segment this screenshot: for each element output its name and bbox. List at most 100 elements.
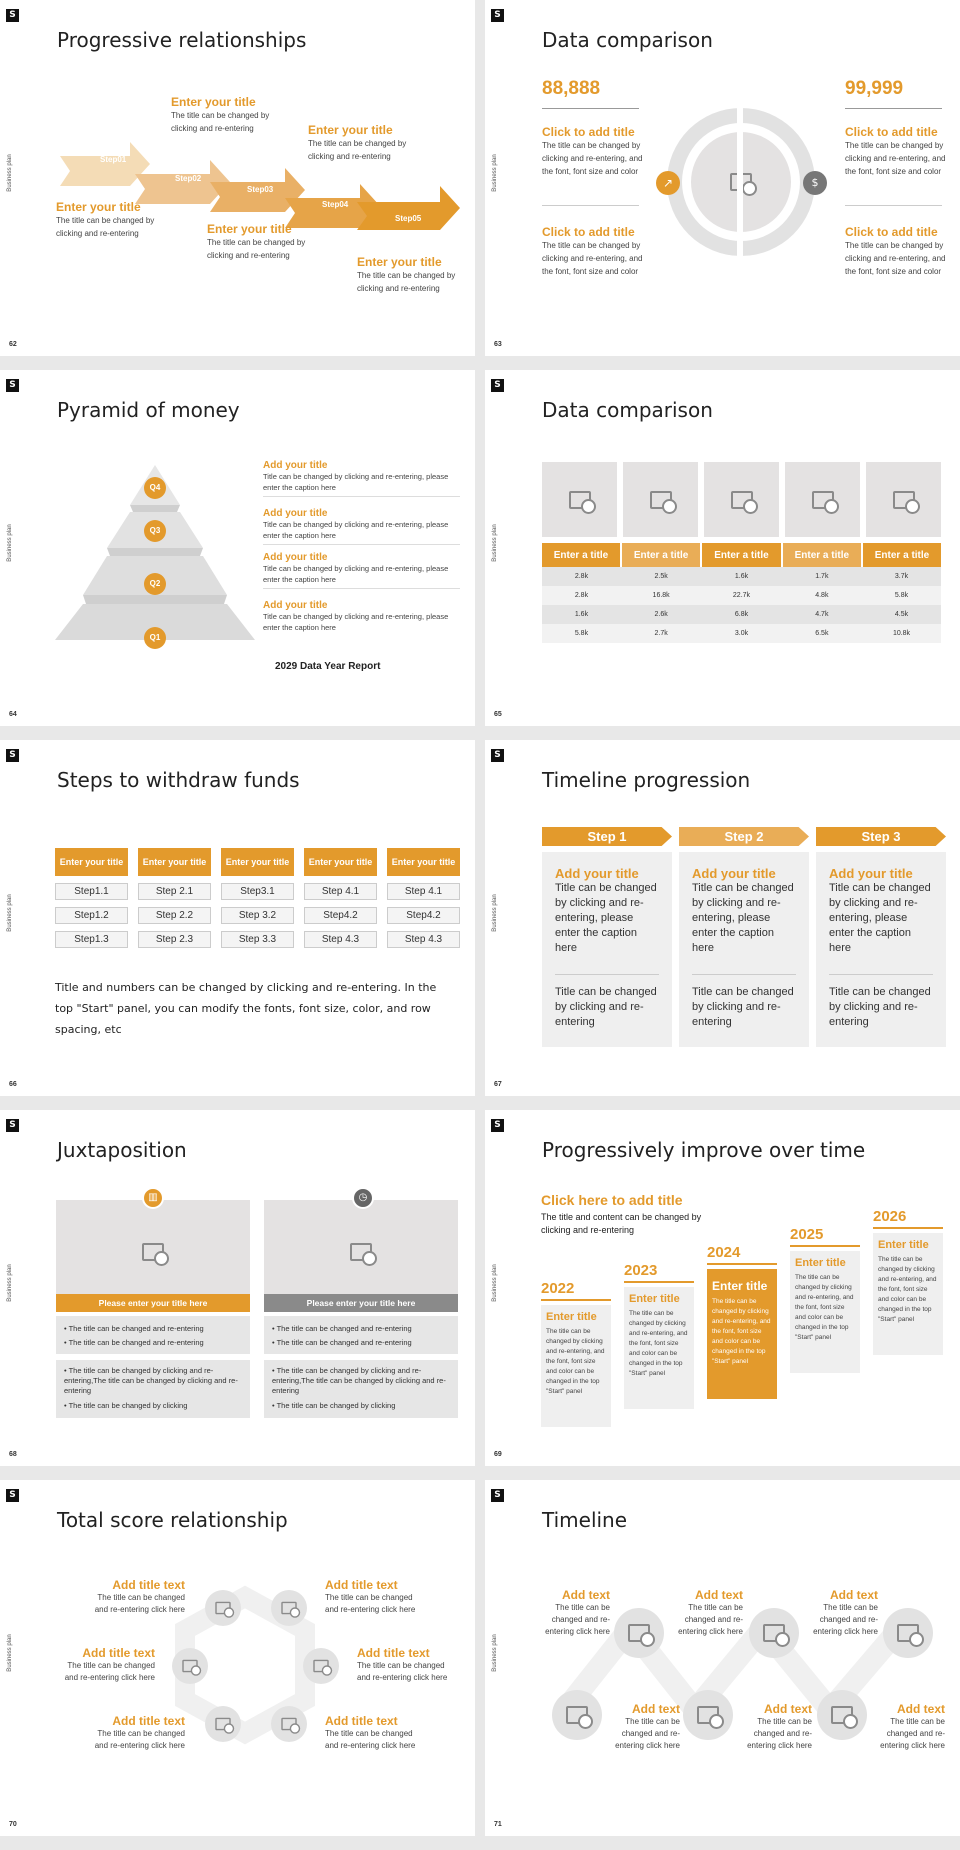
image-placeholder[interactable] bbox=[785, 462, 860, 537]
step-cell[interactable]: Step 2.2 bbox=[138, 907, 211, 924]
image-placeholder[interactable] bbox=[271, 1706, 307, 1742]
block-text: The title can be changed and re-entering… bbox=[747, 1717, 812, 1750]
image-placeholder[interactable] bbox=[623, 462, 698, 537]
image-placeholder[interactable] bbox=[817, 1690, 867, 1740]
column-header[interactable]: Enter a title bbox=[781, 543, 864, 567]
image-placeholder[interactable] bbox=[704, 462, 779, 537]
image-placeholder[interactable] bbox=[866, 462, 941, 537]
block-title[interactable]: Add title text bbox=[325, 1578, 398, 1592]
card-title[interactable]: Enter title bbox=[712, 1279, 768, 1293]
block-text: The title can be changed and re-entering… bbox=[880, 1717, 945, 1750]
block-title[interactable]: Add title text bbox=[112, 1578, 185, 1592]
block-title[interactable]: Add text bbox=[632, 1702, 680, 1716]
block-title[interactable]: Add text bbox=[897, 1702, 945, 1716]
card-title[interactable]: Enter title bbox=[546, 1311, 597, 1323]
card-title[interactable]: Add your title bbox=[555, 866, 639, 881]
block-title[interactable]: Add text bbox=[562, 1588, 610, 1602]
block-title[interactable]: Click to add title bbox=[845, 225, 938, 239]
slide-69[interactable]: S Business plan Progressively improve ov… bbox=[485, 1110, 960, 1466]
column-title[interactable]: Enter your title bbox=[387, 848, 460, 876]
image-placeholder[interactable] bbox=[542, 462, 617, 537]
slide-65[interactable]: S Business plan Data comparison Enter a … bbox=[485, 370, 960, 726]
image-placeholder[interactable] bbox=[303, 1648, 339, 1684]
column-title[interactable]: Enter your title bbox=[304, 848, 377, 876]
image-placeholder[interactable] bbox=[56, 1200, 250, 1304]
image-placeholder[interactable] bbox=[552, 1690, 602, 1740]
slide-71[interactable]: S Business plan Timeline Add text The ti… bbox=[485, 1480, 960, 1836]
block-title[interactable]: Enter your title bbox=[171, 95, 256, 109]
slide-67[interactable]: S Business plan Timeline progression Ste… bbox=[485, 740, 960, 1096]
page-number: 63 bbox=[494, 341, 502, 348]
step-cell[interactable]: Step 4.1 bbox=[304, 883, 377, 900]
slide-68[interactable]: S Business plan Juxtaposition ▥ ◷ Please… bbox=[0, 1110, 475, 1466]
column-title[interactable]: Enter your title bbox=[55, 848, 128, 876]
image-placeholder[interactable] bbox=[205, 1706, 241, 1742]
image-add-icon bbox=[281, 1717, 301, 1734]
step-cell[interactable]: Step1.3 bbox=[55, 931, 128, 948]
block-title[interactable]: Add text bbox=[695, 1588, 743, 1602]
step-cell[interactable]: Step4.2 bbox=[304, 907, 377, 924]
slide-63[interactable]: S Business plan Data comparison 88,888 9… bbox=[485, 0, 960, 356]
image-placeholder[interactable] bbox=[264, 1200, 458, 1304]
block-title[interactable]: Add title text bbox=[112, 1714, 185, 1728]
step-cell[interactable]: Step 2.1 bbox=[138, 883, 211, 900]
block-title[interactable]: Click to add title bbox=[845, 125, 938, 139]
slide-70[interactable]: S Business plan Total score relationship… bbox=[0, 1480, 475, 1836]
slide-66[interactable]: S Business plan Steps to withdraw funds … bbox=[0, 740, 475, 1096]
step-cell[interactable]: Step 3.3 bbox=[221, 931, 294, 948]
slide-64[interactable]: S Business plan Pyramid of money Q4 Q3 Q… bbox=[0, 370, 475, 726]
image-placeholder[interactable] bbox=[172, 1648, 208, 1684]
image-placeholder[interactable] bbox=[683, 1690, 733, 1740]
step-cell[interactable]: Step1.2 bbox=[55, 907, 128, 924]
step-banner[interactable]: Step 1 bbox=[542, 827, 672, 846]
step-cell[interactable]: Step3.1 bbox=[221, 883, 294, 900]
bullet-item: • The title can be changed and re-enteri… bbox=[272, 1338, 412, 1347]
column-header[interactable]: Enter a title bbox=[862, 543, 941, 567]
panel-title-bar[interactable]: Please enter your title here bbox=[56, 1294, 250, 1312]
block-title[interactable]: Add text bbox=[830, 1588, 878, 1602]
image-placeholder[interactable] bbox=[205, 1590, 241, 1626]
step-banner[interactable]: Step 2 bbox=[679, 827, 809, 846]
slide-title: Pyramid of money bbox=[57, 398, 240, 422]
card-title[interactable]: Enter title bbox=[795, 1257, 846, 1269]
block-title[interactable]: Add text bbox=[764, 1702, 812, 1716]
step-cell[interactable]: Step4.2 bbox=[387, 907, 460, 924]
step-banner[interactable]: Step 3 bbox=[816, 827, 946, 846]
image-placeholder[interactable] bbox=[271, 1590, 307, 1626]
step-cell[interactable]: Step 2.3 bbox=[138, 931, 211, 948]
card-title[interactable]: Add your title bbox=[829, 866, 913, 881]
table-cell: 10.8k bbox=[892, 630, 911, 637]
step-cell[interactable]: Step 4.1 bbox=[387, 883, 460, 900]
block-title[interactable]: Click to add title bbox=[542, 225, 635, 239]
block-title[interactable]: Add title text bbox=[325, 1714, 398, 1728]
block-title[interactable]: Enter your title bbox=[56, 200, 141, 214]
column-title[interactable]: Enter your title bbox=[138, 848, 211, 876]
panel-title-bar[interactable]: Please enter your title here bbox=[264, 1294, 458, 1312]
block-title[interactable]: Enter your title bbox=[308, 123, 393, 137]
step-cell[interactable]: Step 4.3 bbox=[387, 931, 460, 948]
column-header[interactable]: Enter a title bbox=[542, 543, 622, 567]
block-title[interactable]: Add title text bbox=[357, 1646, 430, 1660]
item-title[interactable]: Add your title bbox=[263, 600, 328, 611]
card-title[interactable]: Add your title bbox=[692, 866, 776, 881]
column-title[interactable]: Enter your title bbox=[221, 848, 294, 876]
block-title[interactable]: Enter your title bbox=[207, 222, 292, 236]
step-cell[interactable]: Step 3.2 bbox=[221, 907, 294, 924]
section-heading[interactable]: Click here to add title bbox=[541, 1192, 683, 1208]
image-placeholder[interactable] bbox=[883, 1608, 933, 1658]
block-title[interactable]: Add title text bbox=[82, 1646, 155, 1660]
slide-62[interactable]: S Business plan Progressive relationship… bbox=[0, 0, 475, 356]
card-title[interactable]: Enter title bbox=[629, 1293, 680, 1305]
block-title[interactable]: Enter your title bbox=[357, 255, 442, 269]
item-title[interactable]: Add your title bbox=[263, 460, 328, 471]
image-placeholder[interactable] bbox=[749, 1608, 799, 1658]
step-cell[interactable]: Step 4.3 bbox=[304, 931, 377, 948]
column-header[interactable]: Enter a title bbox=[620, 543, 703, 567]
block-title[interactable]: Click to add title bbox=[542, 125, 635, 139]
step-cell[interactable]: Step1.1 bbox=[55, 883, 128, 900]
image-placeholder[interactable] bbox=[614, 1608, 664, 1658]
card-title[interactable]: Enter title bbox=[878, 1239, 929, 1251]
item-title[interactable]: Add your title bbox=[263, 508, 328, 519]
item-title[interactable]: Add your title bbox=[263, 552, 328, 563]
column-header[interactable]: Enter a title bbox=[701, 543, 783, 567]
